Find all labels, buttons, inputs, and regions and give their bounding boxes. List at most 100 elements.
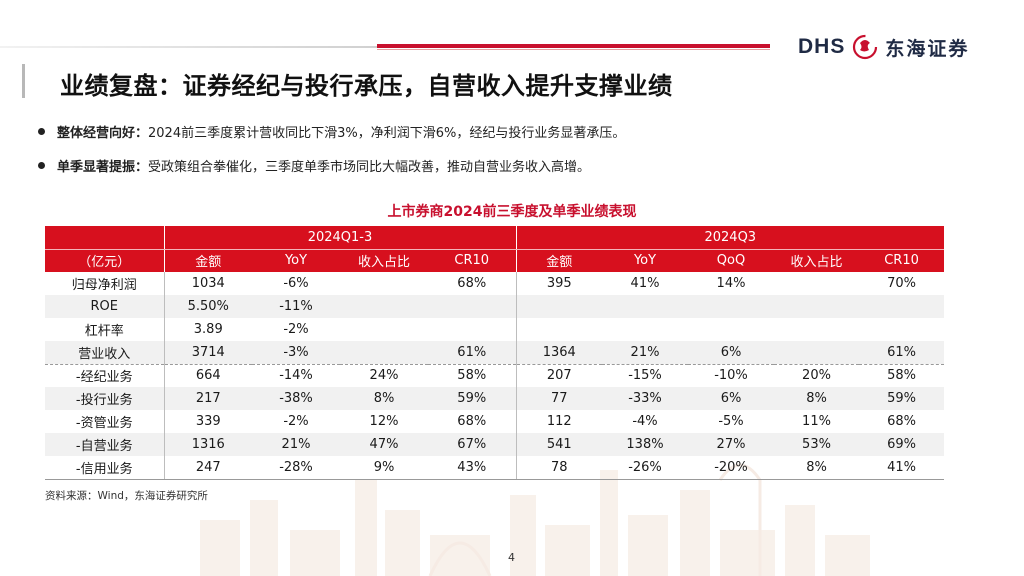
- table-cell: [602, 295, 688, 318]
- table-cell: 339: [195, 414, 221, 429]
- table-cell: [340, 341, 428, 364]
- table-cell: [774, 295, 859, 318]
- column-header: YoY: [252, 249, 340, 272]
- table-cell: [428, 318, 517, 341]
- table-row: -信用业务 247 -28% 9% 43% 78 -26% -20% 8% 41…: [45, 456, 945, 480]
- city-skyline-decoration: [200, 463, 870, 576]
- table-cell: 68%: [428, 410, 517, 433]
- table-cell: -4%: [632, 414, 658, 429]
- bullet-label: 整体经营向好：: [57, 126, 149, 141]
- table-cell: 59%: [859, 387, 945, 410]
- table-cell: [859, 318, 944, 341]
- brand-logo: DHS 东海证券: [798, 30, 969, 64]
- table-row: -自营业务 1316 21% 47% 67% 541 138% 27% 53% …: [45, 433, 945, 456]
- header-rule-gray: [0, 46, 380, 48]
- table-cell: 21%: [602, 341, 688, 364]
- table-cell: 53%: [774, 433, 859, 456]
- row-label: -信用业务: [45, 456, 165, 480]
- table-row: -资管业务 339 -2% 12% 68% 112 -4% -5% 11% 68…: [45, 410, 944, 433]
- table-cell: 43%: [428, 456, 517, 480]
- table-row: -投行业务 217 -38% 8% 59% 77 -33% 6% 8% 59%: [45, 387, 945, 410]
- row-label: -自营业务: [45, 433, 165, 456]
- header-blank-cell: [45, 226, 165, 250]
- table-cell: 6%: [688, 341, 774, 364]
- table-cell: -10%: [688, 363, 774, 387]
- bullet-text: 2024前三季度累计营收同比下滑3%，净利润下滑6%，经纪与投行业务显著承压。: [148, 126, 626, 141]
- table-cell: 5.50%: [164, 295, 252, 318]
- table-cell: 664: [164, 363, 252, 387]
- table-cell: 247: [164, 456, 252, 480]
- table-cell: [688, 295, 774, 318]
- table-cell: 207: [516, 363, 602, 387]
- page-number: 4: [508, 551, 515, 564]
- table-cell: 21%: [252, 433, 340, 456]
- table-cell: [340, 272, 428, 295]
- logo-latin-text: DHS: [798, 35, 846, 58]
- table-cell: 58%: [859, 363, 945, 387]
- unit-header: （亿元）: [45, 249, 165, 272]
- table-cell: -2%: [283, 414, 309, 429]
- table-cell: 12%: [369, 414, 399, 429]
- table-cell: -2%: [283, 322, 309, 337]
- column-header: QoQ: [688, 249, 774, 272]
- table-cell: 8%: [340, 387, 428, 410]
- table-cell: 6%: [688, 387, 774, 410]
- table-cell: 69%: [859, 433, 945, 456]
- table-cell: [859, 295, 945, 318]
- table-cell: 3.89: [193, 322, 223, 337]
- table-row: 杠杆率 3.89 -2%: [45, 318, 944, 341]
- table-cell: -33%: [602, 387, 688, 410]
- table-cell: 68%: [887, 414, 916, 429]
- table-group-header-row: 2024Q1-3 2024Q3: [45, 226, 945, 250]
- bullet-item: 整体经营向好： 2024前三季度累计营收同比下滑3%，净利润下滑6%，经纪与投行…: [38, 122, 625, 141]
- table-cell: 20%: [774, 363, 859, 387]
- table-cell: [774, 272, 859, 295]
- row-label: 归母净利润: [45, 272, 165, 295]
- table-cell: [774, 318, 859, 341]
- table-cell: 68%: [428, 272, 517, 295]
- table-cell: 138%: [602, 433, 688, 456]
- table-cell: 58%: [428, 363, 517, 387]
- table-row: 归母净利润 1034 -6% 68% 395 41% 14% 70%: [45, 272, 944, 295]
- table-cell: -38%: [252, 387, 340, 410]
- table-column-header-row: （亿元） 金额 YoY 收入占比 CR10 金额 YoY QoQ 收入占比 CR…: [45, 249, 945, 272]
- performance-table: 2024Q1-3 2024Q3 （亿元） 金额 YoY 收入占比 CR10 金额…: [45, 226, 945, 480]
- logo-chinese-text: 东海证券: [885, 37, 970, 60]
- bullet-label: 单季显著提振：: [57, 160, 149, 175]
- table-cell: 217: [164, 387, 252, 410]
- table-cell: -26%: [602, 456, 688, 480]
- table-cell: -3%: [252, 341, 340, 364]
- table-cell: 1316: [164, 433, 252, 456]
- table-cell: [688, 318, 774, 341]
- table-cell: 27%: [688, 433, 774, 456]
- table-cell: 8%: [774, 387, 859, 410]
- table-cell: 11%: [802, 414, 831, 429]
- table-cell: 112: [546, 414, 572, 429]
- slide-title: 业绩复盘：证券经纪与投行承压，自营收入提升支撑业绩: [60, 72, 673, 100]
- row-label: 营业收入: [45, 341, 165, 364]
- column-header: 收入占比: [340, 249, 428, 272]
- table-cell: [340, 295, 428, 318]
- row-label: -经纪业务: [45, 363, 165, 387]
- table-cell: -14%: [252, 363, 340, 387]
- column-header: YoY: [602, 249, 688, 272]
- table-cell: 77: [516, 387, 602, 410]
- table-cell: -6%: [283, 276, 309, 291]
- title-accent-bar: [22, 64, 25, 98]
- header-rule-thin: [377, 49, 770, 50]
- table-cell: 61%: [859, 341, 945, 364]
- table-cell: [516, 295, 602, 318]
- table-cell: 24%: [340, 363, 428, 387]
- table-caption: 上市券商2024前三季度及单季业绩表现: [387, 204, 637, 220]
- table-cell: -5%: [718, 414, 744, 429]
- table-row: -经纪业务 664 -14% 24% 58% 207 -15% -10% 20%…: [45, 363, 945, 387]
- table-cell: -15%: [602, 363, 688, 387]
- column-header: 金额: [164, 249, 252, 272]
- table-cell: 395: [546, 276, 572, 291]
- row-label: -投行业务: [45, 387, 165, 410]
- table-cell: 1034: [191, 276, 225, 291]
- table-cell: -28%: [252, 456, 340, 480]
- table-cell: 61%: [428, 341, 517, 364]
- table-cell: 78: [516, 456, 602, 480]
- table-cell: 541: [516, 433, 602, 456]
